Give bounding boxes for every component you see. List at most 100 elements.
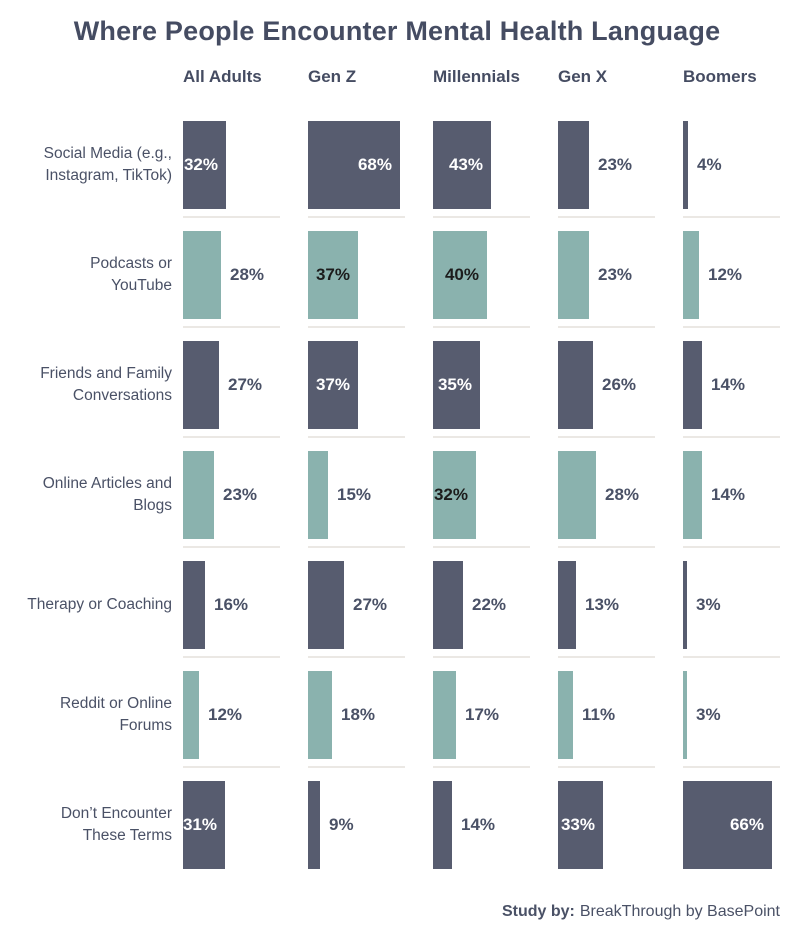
bar-cell: 66%: [683, 781, 794, 891]
bar-cell: 14%: [683, 451, 794, 561]
bar-value-label: 28%: [605, 485, 640, 504]
bar-value-label: 15%: [337, 485, 372, 504]
bar-value-label: 40%: [444, 265, 479, 284]
bar-value-label: 32%: [183, 155, 218, 174]
bar-segment: [183, 341, 219, 429]
bar-segment: [183, 451, 214, 539]
bar-cell: 3%: [683, 671, 794, 781]
bar-segment: [433, 671, 456, 759]
bar-segment: [433, 781, 452, 869]
row-label-cell: Reddit or Online Forums: [0, 671, 183, 759]
bar-segment: [433, 341, 480, 429]
bar-segment: [433, 121, 491, 209]
chart-row: Reddit or Online Forums 12% 18% 17% 11% 3%: [0, 671, 794, 781]
bar-value-label: 27%: [228, 375, 263, 394]
bar-cell: 23%: [558, 121, 683, 231]
bar-cell: 22%: [433, 561, 558, 671]
row-label: Don’t Encounter These Terms: [60, 805, 172, 844]
row-label: Therapy or Coaching: [27, 596, 172, 614]
bar-segment: [183, 561, 205, 649]
bar-value-label: 35%: [437, 375, 472, 394]
row-label: Online Articles and Blogs: [42, 475, 172, 514]
bar-cell: 26%: [558, 341, 683, 451]
column-header-gen-x: Gen X: [558, 67, 608, 86]
row-baseline: [683, 766, 780, 768]
row-baseline: [183, 766, 280, 768]
bar-cell: 16%: [183, 561, 308, 671]
footer-study-by-label: Study by:: [501, 903, 575, 920]
row-label-cell: Online Articles and Blogs: [0, 451, 183, 539]
bar-cell: 31%: [183, 781, 308, 891]
bar-segment: [683, 231, 699, 319]
row-baseline: [433, 546, 530, 548]
row-baseline: [558, 656, 655, 658]
row-label: Reddit or Online Forums: [59, 695, 172, 734]
bar-segment: [183, 231, 221, 319]
bar-value-label: 16%: [214, 595, 249, 614]
bar-value-label: 33%: [560, 815, 595, 834]
bar-cell: 9%: [308, 781, 433, 891]
row-baseline: [683, 326, 780, 328]
column-header-all-adults: All Adults: [183, 67, 262, 86]
column-header-millennials: Millennials: [433, 67, 520, 86]
bar-cell: 32%: [183, 121, 308, 231]
bar-segment: [308, 231, 358, 319]
chart-row: Online Articles and Blogs 23% 15% 32% 28% 14%: [0, 451, 794, 561]
bar-value-label: 26%: [602, 375, 637, 394]
bar-segment: [558, 451, 596, 539]
bar-value-label: 14%: [711, 375, 746, 394]
row-baseline: [683, 546, 780, 548]
bar-value-label: 9%: [329, 815, 354, 834]
bar-cell: 32%: [433, 451, 558, 561]
bar-segment: [433, 231, 487, 319]
bar-value-label: 22%: [472, 595, 507, 614]
row-baseline: [183, 436, 280, 438]
row-label-cell: Friends and Family Conversations: [0, 341, 183, 429]
column-header-row: All Adults Gen Z Millennials Gen X Boomers: [0, 67, 794, 87]
column-header-gen-z: Gen Z: [308, 67, 357, 86]
bar-value-label: 12%: [208, 705, 243, 724]
bar-cell: 13%: [558, 561, 683, 671]
bar-value-label: 31%: [182, 815, 217, 834]
bar-segment: [558, 781, 603, 869]
row-baseline: [308, 656, 405, 658]
bar-cell: 15%: [308, 451, 433, 561]
column-header-boomers: Boomers: [683, 67, 757, 86]
row-baseline: [558, 546, 655, 548]
bar-cell: 4%: [683, 121, 794, 231]
bar-segment: [308, 671, 332, 759]
row-baseline: [308, 766, 405, 768]
bar-value-label: 13%: [585, 595, 620, 614]
bar-cell: 40%: [433, 231, 558, 341]
chart-row: Social Media (e.g., Instagram, TikTok) 32…: [0, 121, 794, 231]
header-spacer: [0, 67, 183, 87]
chart-title: Where People Encounter Mental Health Lan…: [73, 16, 721, 46]
bar-value-label: 68%: [357, 155, 392, 174]
bar-value-label: 3%: [696, 595, 721, 614]
bar-segment: [558, 231, 589, 319]
row-baseline: [558, 326, 655, 328]
row-baseline: [433, 216, 530, 218]
bar-segment: [683, 561, 687, 649]
bar-value-label: 12%: [708, 265, 743, 284]
bar-cell: 12%: [183, 671, 308, 781]
bar-value-label: 23%: [223, 485, 258, 504]
bar-value-label: 4%: [697, 155, 722, 174]
row-baseline: [433, 436, 530, 438]
row-baseline: [683, 436, 780, 438]
bar-value-label: 17%: [465, 705, 500, 724]
bar-value-label: 18%: [341, 705, 376, 724]
row-baseline: [308, 216, 405, 218]
bar-segment: [683, 451, 702, 539]
bar-segment: [308, 451, 328, 539]
row-baseline: [308, 546, 405, 548]
chart-row: Therapy or Coaching 16% 27% 22% 13% 3%: [0, 561, 794, 671]
row-baseline: [558, 436, 655, 438]
bar-value-label: 14%: [711, 485, 746, 504]
bar-cell: 14%: [683, 341, 794, 451]
bar-value-label: 66%: [729, 815, 764, 834]
row-baseline: [558, 766, 655, 768]
bar-value-label: 23%: [598, 265, 633, 284]
row-baseline: [183, 216, 280, 218]
